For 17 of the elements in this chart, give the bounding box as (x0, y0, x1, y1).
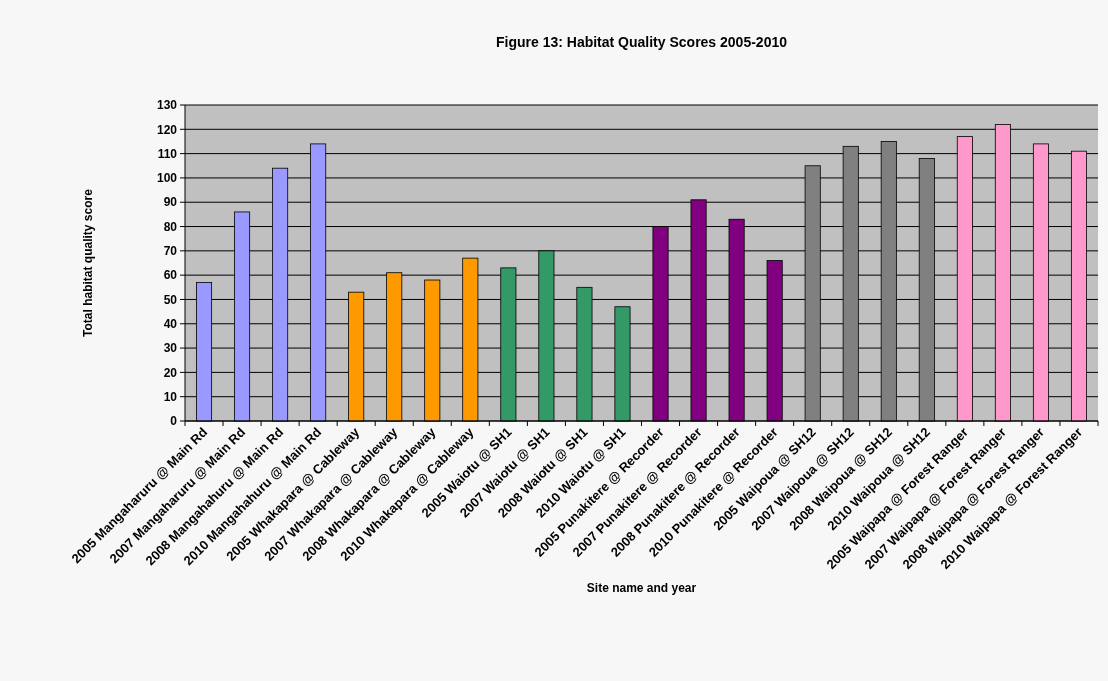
y-tick-label: 80 (163, 219, 178, 234)
y-tick-label: 20 (163, 365, 178, 380)
y-tick-label: 10 (163, 389, 178, 404)
chart-title: Figure 13: Habitat Quality Scores 2005-2010 (495, 34, 788, 50)
y-tick-label: 90 (163, 195, 178, 210)
y-tick-label: 110 (157, 146, 178, 161)
y-tick-label: 70 (163, 244, 178, 259)
x-axis-title: Site name and year (586, 581, 697, 595)
y-tick-label: 120 (156, 122, 178, 137)
y-tick-label: 130 (156, 98, 178, 113)
y-tick-label: 100 (156, 171, 178, 186)
y-axis-title: Total habitat quality score (81, 188, 95, 337)
y-tick-label: 30 (163, 341, 178, 356)
y-tick-label: 60 (163, 268, 178, 283)
y-tick-label: 50 (163, 292, 178, 307)
y-tick-label: 0 (170, 414, 178, 429)
y-tick-label: 40 (163, 316, 178, 331)
